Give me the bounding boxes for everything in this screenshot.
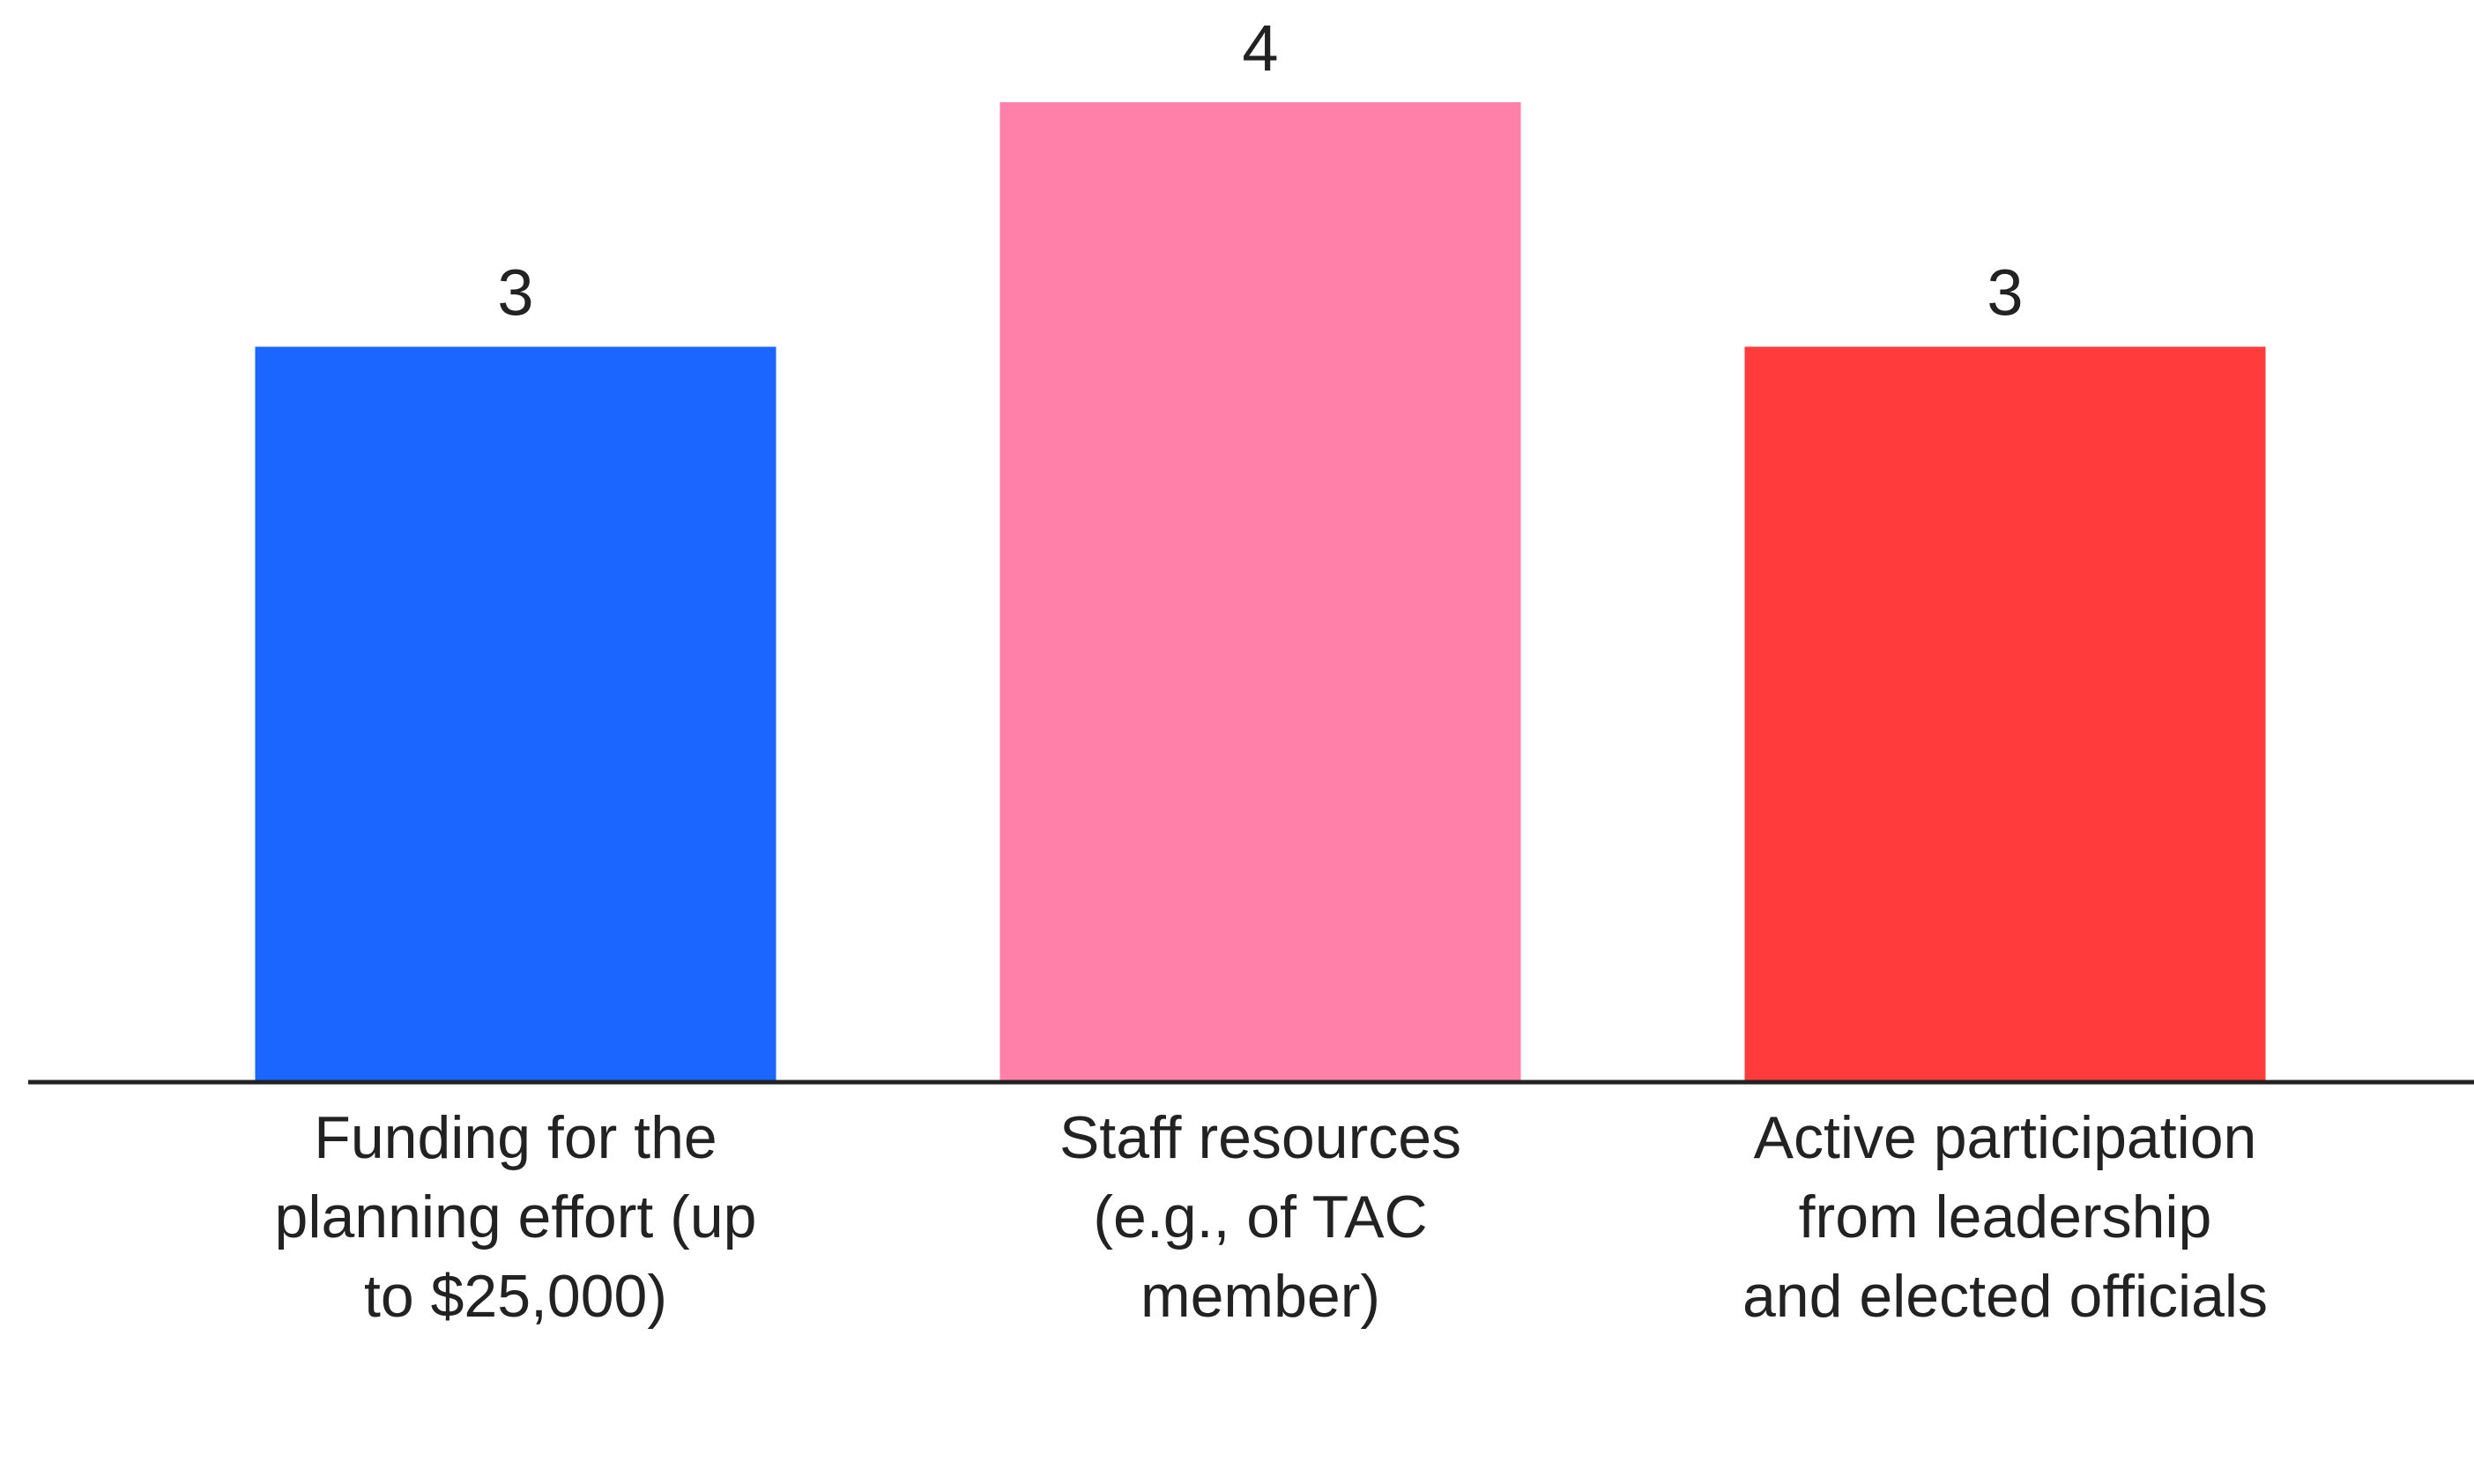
category-label: Funding for the planning effort (up to $… — [274, 1104, 757, 1330]
bar — [1744, 346, 2266, 1080]
bar — [255, 346, 776, 1080]
value-label: 4 — [1242, 11, 1278, 85]
value-label: 3 — [497, 256, 533, 330]
category-label: Active participation from leadership and… — [1742, 1104, 2269, 1330]
category-label: Staff resources (e.g., of TAC member) — [1059, 1104, 1462, 1330]
value-label: 3 — [1987, 256, 2023, 330]
bar — [999, 102, 1521, 1080]
